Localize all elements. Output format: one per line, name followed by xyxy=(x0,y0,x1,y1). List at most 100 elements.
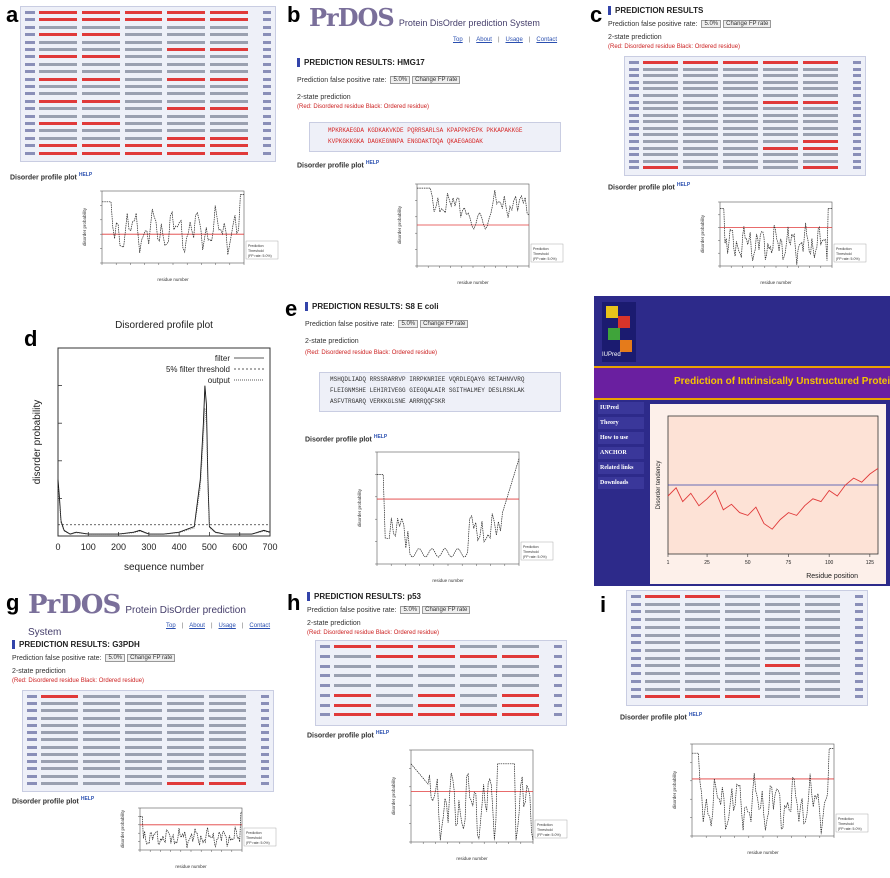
y-axis-label: disorder probability xyxy=(357,488,362,527)
sequence-line xyxy=(627,679,867,687)
change-fp-button[interactable]: Change FP rate xyxy=(412,76,461,84)
legend-entry: (FP rate: 5.0%) xyxy=(523,555,547,559)
results-title: PREDICTION RESULTS: HMG17 xyxy=(297,58,425,68)
sequence-line xyxy=(21,33,275,40)
menu-item[interactable]: How to use xyxy=(598,432,644,444)
y-axis-label: disorder probability xyxy=(391,776,396,815)
legend-text: (Red: Disordered residue Black: Ordered … xyxy=(608,44,741,50)
panel-label: b xyxy=(287,2,301,27)
change-fp-button[interactable]: Change FP rate xyxy=(723,20,772,28)
legend-entry: (FP rate: 5.0%) xyxy=(838,827,862,831)
prediction-line xyxy=(410,763,534,841)
panel-label: h xyxy=(287,590,301,615)
legend-entry: (FP rate: 5.0%) xyxy=(533,257,557,261)
panel-h: h PREDICTION RESULTS: p53 Prediction fal… xyxy=(285,588,587,878)
legend-entry: Prediction xyxy=(246,831,262,835)
x-axis-label: Residue position xyxy=(806,573,858,580)
change-fp-button[interactable]: Change FP rate xyxy=(127,654,176,662)
x-tick-label: 500 xyxy=(202,542,217,552)
prediction-line xyxy=(417,187,530,230)
sequence-line xyxy=(21,114,275,122)
results-title: PREDICTION RESULTS: S8 E coli xyxy=(305,302,439,312)
nav-link[interactable]: Top xyxy=(166,623,176,629)
sequence-line xyxy=(627,618,867,625)
nav-link[interactable]: About xyxy=(476,37,492,43)
x-tick-label: 100 xyxy=(81,542,96,552)
y-axis-label: disorder probability xyxy=(120,809,125,848)
nav-link[interactable]: Contact xyxy=(249,623,271,629)
profile-title: Disorder profile plot HELP xyxy=(297,160,380,170)
plot-area-f: 1 25 50 75 100 125 Residue position Disorder te… xyxy=(650,404,886,584)
sequence-line xyxy=(21,40,275,48)
profile-title: Disorder profile plot HELP xyxy=(305,434,388,444)
sequence-line xyxy=(627,633,867,641)
sequence-line xyxy=(625,146,865,154)
menu-item[interactable]: ANCHOR xyxy=(598,447,644,459)
nav-link[interactable]: About xyxy=(189,623,205,629)
x-axis-label: residue number xyxy=(432,578,464,583)
y-axis-label: disorder probability xyxy=(82,207,87,246)
menu-item[interactable]: Theory xyxy=(598,417,644,429)
legend-text: (Red: Disordered residue Black: Ordered … xyxy=(305,350,438,356)
sequence-box xyxy=(20,6,276,162)
nav-link[interactable]: Usage xyxy=(218,623,236,629)
legend-entry: Prediction xyxy=(836,247,852,251)
menu-item[interactable]: Related links xyxy=(598,462,644,474)
nav-link[interactable]: Contact xyxy=(536,37,558,43)
legend-entry: 5% filter threshold xyxy=(166,365,230,374)
sequence-line xyxy=(625,107,865,114)
sequence-line xyxy=(625,80,865,88)
change-fp-button[interactable]: Change FP rate xyxy=(422,606,471,614)
nav-link[interactable]: Usage xyxy=(505,37,523,43)
menu-item[interactable]: Downloads xyxy=(598,477,644,489)
legend-entry: Prediction xyxy=(523,545,539,549)
sequence-line xyxy=(23,752,273,760)
sequence-line xyxy=(627,664,867,671)
nav-link[interactable]: Top xyxy=(453,37,463,43)
legend-entry: (FP rate: 5.0%) xyxy=(246,841,270,845)
menu-item[interactable]: IUPred xyxy=(598,402,644,414)
change-fp-button[interactable]: Change FP rate xyxy=(420,320,469,328)
sequence-line xyxy=(21,18,275,25)
sequence-box: MPKRKAEGDA KGDKAKVKDE PQRRSARLSA KPAPPKP… xyxy=(309,122,561,152)
y-axis-label: disorder probability xyxy=(700,214,705,253)
sequence-box xyxy=(626,590,868,706)
sequence-line xyxy=(23,731,273,738)
sequence-line xyxy=(21,77,275,85)
prediction-line xyxy=(377,458,520,558)
sequence-line xyxy=(627,602,867,610)
x-tick-label: 600 xyxy=(232,542,247,552)
x-tick-label: 0 xyxy=(55,542,60,552)
panel-label: c xyxy=(590,2,603,27)
prdos-logo: PrDOS Protein DisOrder prediction System xyxy=(28,590,246,638)
sequence-line xyxy=(21,48,275,55)
sequence-line xyxy=(316,684,566,691)
legend-entry: (FP rate: 5.0%) xyxy=(248,254,272,258)
fp-rate: Prediction false positive rate: 5.0% Chan… xyxy=(297,76,461,84)
x-tick-label: 50 xyxy=(745,560,751,566)
sequence-line xyxy=(21,25,275,33)
sequence-line xyxy=(316,645,566,652)
legend-entry: filter xyxy=(215,354,230,363)
legend-text: (Red: Disordered residue Black: Ordered … xyxy=(297,104,430,110)
sequence-line xyxy=(316,713,566,720)
sequence-line xyxy=(23,745,273,753)
sequence-line xyxy=(316,674,566,681)
panel-label: d xyxy=(24,326,38,351)
disorder-line xyxy=(667,468,879,530)
sequence-line xyxy=(21,151,275,159)
sequence-line xyxy=(23,702,273,709)
fp-rate: Prediction false positive rate: 5.0% Chan… xyxy=(608,20,772,28)
panel-i: i Disorder profile plot HELP Prediction T… xyxy=(590,588,890,878)
legend-entry: Threshold xyxy=(523,550,539,554)
nav-links: Top | About | Usage | Contact xyxy=(166,623,271,629)
legend-entry: Threshold xyxy=(246,836,262,840)
sequence-line xyxy=(21,62,275,70)
prediction-line xyxy=(720,208,832,265)
